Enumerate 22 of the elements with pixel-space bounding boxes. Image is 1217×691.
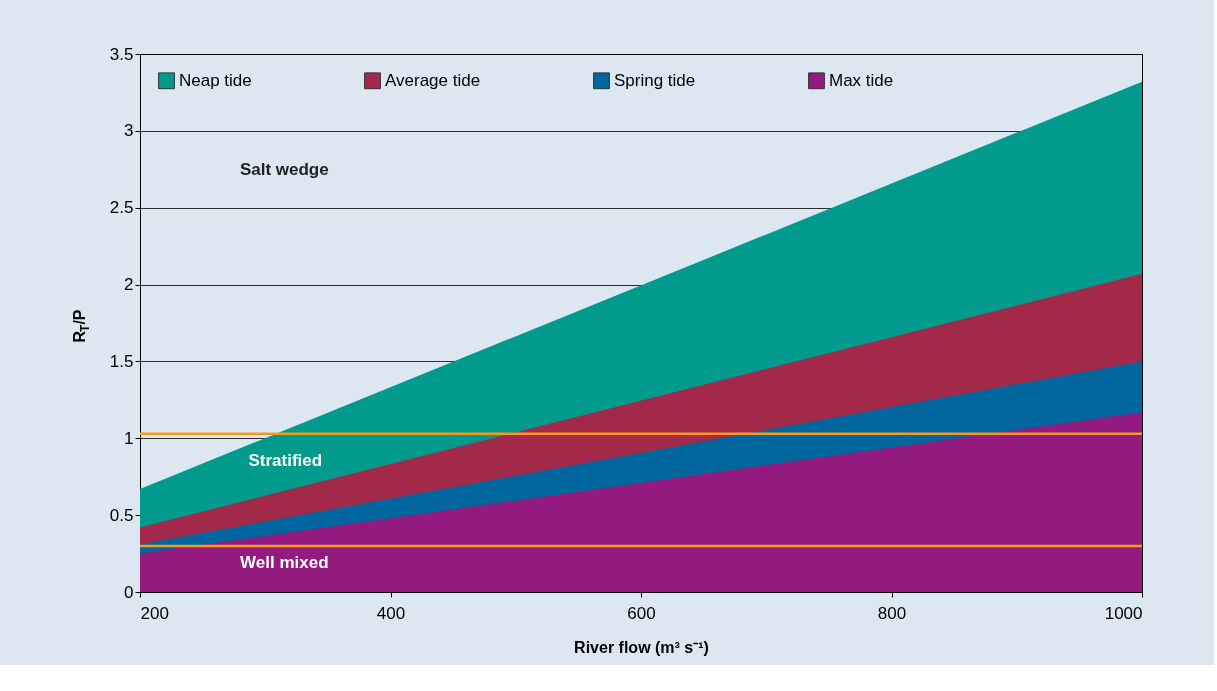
x-tick-label: 1000: [1104, 603, 1143, 623]
x-tick-label: 400: [376, 603, 406, 623]
y-tick-label: 3.5: [109, 44, 134, 64]
legend-label: Max tide: [829, 70, 894, 90]
x-axis-title: River flow (m³ s⁻¹): [574, 638, 709, 656]
y-axis-title: RT/P: [71, 309, 92, 343]
annotation: Salt wedge: [239, 159, 329, 179]
annotation: Stratified: [248, 451, 323, 471]
y-tick-label: 2: [124, 275, 134, 295]
y-tick-label: 3: [124, 121, 134, 141]
x-tick-label: 800: [877, 603, 907, 623]
x-tick-label: 200: [140, 603, 169, 623]
y-tick-label: 0: [124, 582, 134, 602]
y-tick-label: 1.5: [109, 351, 134, 371]
y-tick-label: 1: [124, 428, 134, 448]
legend-label: Neap tide: [179, 70, 252, 90]
annotation: Well mixed: [240, 552, 329, 572]
x-tick-label: 600: [627, 603, 656, 623]
legend-label: Spring tide: [614, 70, 696, 90]
y-tick-label: 0.5: [109, 505, 134, 525]
y-tick-label: 2.5: [109, 198, 134, 218]
legend-label: Average tide: [385, 70, 481, 90]
